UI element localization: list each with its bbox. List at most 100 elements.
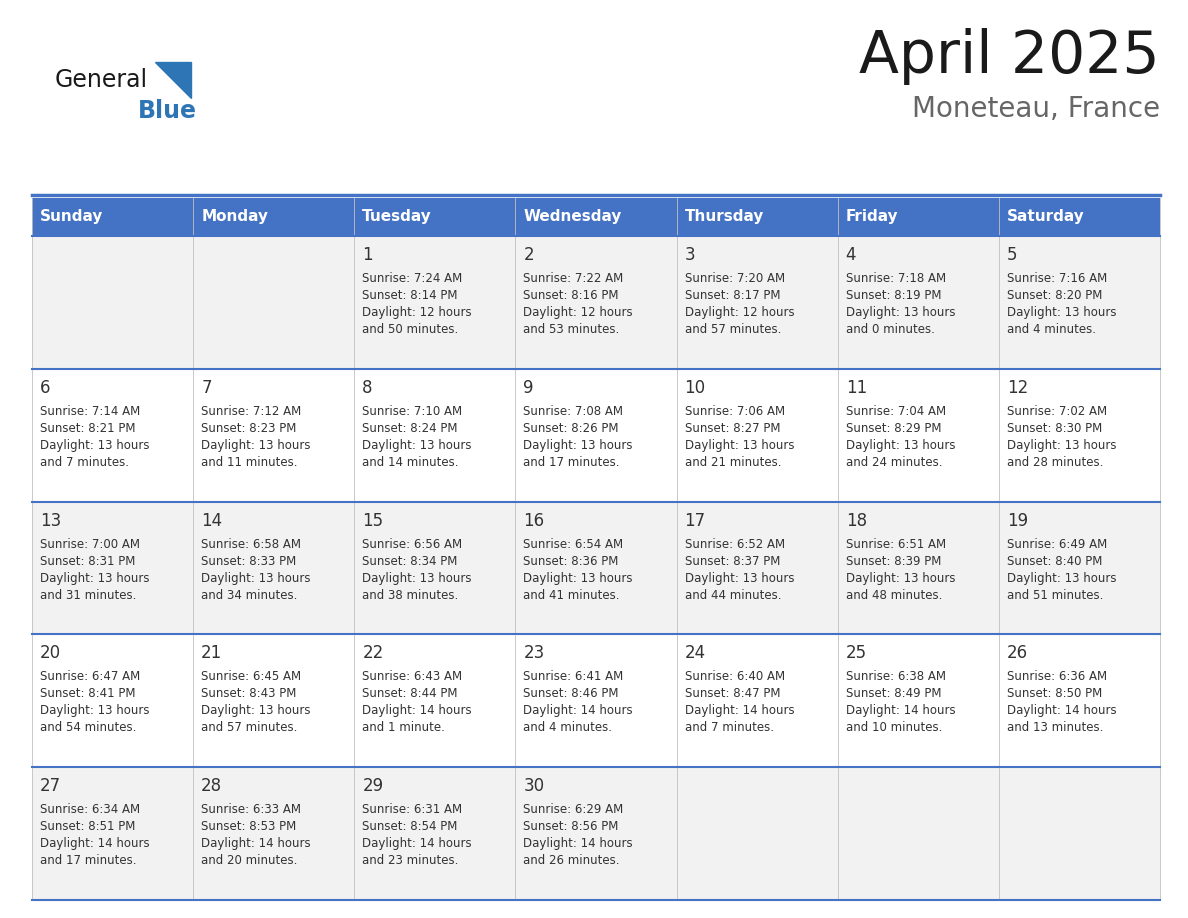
Text: Sunrise: 7:22 AM: Sunrise: 7:22 AM [524,272,624,285]
Text: April 2025: April 2025 [859,28,1159,85]
Text: 11: 11 [846,379,867,397]
Text: Moneteau, France: Moneteau, France [912,95,1159,123]
Text: Tuesday: Tuesday [362,209,432,225]
Text: Sunset: 8:17 PM: Sunset: 8:17 PM [684,289,781,302]
Text: Daylight: 14 hours: Daylight: 14 hours [362,837,472,850]
Text: and 1 minute.: and 1 minute. [362,722,446,734]
Text: Sunrise: 7:14 AM: Sunrise: 7:14 AM [40,405,140,418]
Text: Sunset: 8:16 PM: Sunset: 8:16 PM [524,289,619,302]
Text: Daylight: 13 hours: Daylight: 13 hours [201,439,310,452]
Text: and 23 minutes.: and 23 minutes. [362,855,459,868]
Text: Sunset: 8:53 PM: Sunset: 8:53 PM [201,820,296,834]
Text: Sunrise: 6:54 AM: Sunrise: 6:54 AM [524,538,624,551]
Text: 21: 21 [201,644,222,663]
Text: 16: 16 [524,511,544,530]
Text: Sunrise: 7:06 AM: Sunrise: 7:06 AM [684,405,785,418]
Text: Sunset: 8:23 PM: Sunset: 8:23 PM [201,421,297,435]
Text: 29: 29 [362,778,384,795]
Bar [32,767,1159,900]
Text: 3: 3 [684,246,695,264]
Text: Sunrise: 6:41 AM: Sunrise: 6:41 AM [524,670,624,683]
Text: Daylight: 13 hours: Daylight: 13 hours [40,572,150,585]
Text: Daylight: 13 hours: Daylight: 13 hours [40,704,150,717]
Text: Sunset: 8:26 PM: Sunset: 8:26 PM [524,421,619,435]
Text: Daylight: 13 hours: Daylight: 13 hours [846,572,955,585]
Bar [32,369,1159,501]
Text: Sunset: 8:39 PM: Sunset: 8:39 PM [846,554,941,567]
Text: 14: 14 [201,511,222,530]
Text: and 54 minutes.: and 54 minutes. [40,722,137,734]
Text: Daylight: 14 hours: Daylight: 14 hours [846,704,955,717]
Bar [32,634,1159,767]
Text: Friday: Friday [846,209,898,225]
Text: Daylight: 13 hours: Daylight: 13 hours [362,439,472,452]
Text: Monday: Monday [201,209,268,225]
Text: Sunset: 8:54 PM: Sunset: 8:54 PM [362,820,457,834]
Text: 30: 30 [524,778,544,795]
Text: 2: 2 [524,246,535,264]
Text: and 28 minutes.: and 28 minutes. [1007,456,1104,469]
Text: Sunrise: 6:52 AM: Sunrise: 6:52 AM [684,538,785,551]
Text: Daylight: 13 hours: Daylight: 13 hours [524,572,633,585]
Text: Sunrise: 6:51 AM: Sunrise: 6:51 AM [846,538,946,551]
Text: Sunday: Sunday [40,209,103,225]
Text: 26: 26 [1007,644,1028,663]
Text: Sunrise: 6:47 AM: Sunrise: 6:47 AM [40,670,140,683]
Text: Sunrise: 7:20 AM: Sunrise: 7:20 AM [684,272,785,285]
Text: 19: 19 [1007,511,1028,530]
Text: and 50 minutes.: and 50 minutes. [362,323,459,336]
Text: 17: 17 [684,511,706,530]
Text: and 53 minutes.: and 53 minutes. [524,323,620,336]
Text: Sunrise: 7:02 AM: Sunrise: 7:02 AM [1007,405,1107,418]
Text: Sunrise: 7:16 AM: Sunrise: 7:16 AM [1007,272,1107,285]
Text: General: General [55,68,148,92]
Text: 13: 13 [40,511,62,530]
Text: Sunset: 8:27 PM: Sunset: 8:27 PM [684,421,781,435]
Text: 23: 23 [524,644,544,663]
Text: Sunrise: 6:43 AM: Sunrise: 6:43 AM [362,670,462,683]
Text: Daylight: 13 hours: Daylight: 13 hours [684,572,794,585]
Text: Sunset: 8:56 PM: Sunset: 8:56 PM [524,820,619,834]
Text: and 0 minutes.: and 0 minutes. [846,323,935,336]
Text: Sunset: 8:33 PM: Sunset: 8:33 PM [201,554,296,567]
Bar [32,198,1159,236]
Text: and 11 minutes.: and 11 minutes. [201,456,298,469]
Text: 24: 24 [684,644,706,663]
Text: Sunrise: 6:34 AM: Sunrise: 6:34 AM [40,803,140,816]
Text: Sunset: 8:31 PM: Sunset: 8:31 PM [40,554,135,567]
Text: Sunrise: 6:49 AM: Sunrise: 6:49 AM [1007,538,1107,551]
Text: Sunset: 8:40 PM: Sunset: 8:40 PM [1007,554,1102,567]
Text: Sunrise: 6:29 AM: Sunrise: 6:29 AM [524,803,624,816]
Text: Thursday: Thursday [684,209,764,225]
Text: Sunrise: 6:56 AM: Sunrise: 6:56 AM [362,538,462,551]
Text: Sunset: 8:30 PM: Sunset: 8:30 PM [1007,421,1102,435]
Text: and 7 minutes.: and 7 minutes. [40,456,129,469]
Text: Wednesday: Wednesday [524,209,621,225]
Text: Sunset: 8:43 PM: Sunset: 8:43 PM [201,688,297,700]
Text: and 57 minutes.: and 57 minutes. [684,323,781,336]
Text: Sunset: 8:49 PM: Sunset: 8:49 PM [846,688,941,700]
Text: and 44 minutes.: and 44 minutes. [684,588,781,601]
Text: Daylight: 13 hours: Daylight: 13 hours [684,439,794,452]
Text: and 7 minutes.: and 7 minutes. [684,722,773,734]
Text: and 57 minutes.: and 57 minutes. [201,722,297,734]
Text: Sunset: 8:51 PM: Sunset: 8:51 PM [40,820,135,834]
Text: Daylight: 13 hours: Daylight: 13 hours [846,439,955,452]
Text: Daylight: 14 hours: Daylight: 14 hours [362,704,472,717]
Text: and 24 minutes.: and 24 minutes. [846,456,942,469]
Text: and 17 minutes.: and 17 minutes. [524,456,620,469]
Text: Sunset: 8:34 PM: Sunset: 8:34 PM [362,554,457,567]
Text: 8: 8 [362,379,373,397]
Bar [32,236,1159,369]
Text: Sunrise: 6:36 AM: Sunrise: 6:36 AM [1007,670,1107,683]
Text: Sunrise: 7:18 AM: Sunrise: 7:18 AM [846,272,946,285]
Text: Sunrise: 7:08 AM: Sunrise: 7:08 AM [524,405,624,418]
Text: and 26 minutes.: and 26 minutes. [524,855,620,868]
Text: and 51 minutes.: and 51 minutes. [1007,588,1104,601]
Text: 6: 6 [40,379,51,397]
Text: Sunrise: 7:24 AM: Sunrise: 7:24 AM [362,272,462,285]
Text: Daylight: 13 hours: Daylight: 13 hours [846,306,955,319]
Bar [32,501,1159,634]
Text: 7: 7 [201,379,211,397]
Text: Daylight: 12 hours: Daylight: 12 hours [362,306,472,319]
